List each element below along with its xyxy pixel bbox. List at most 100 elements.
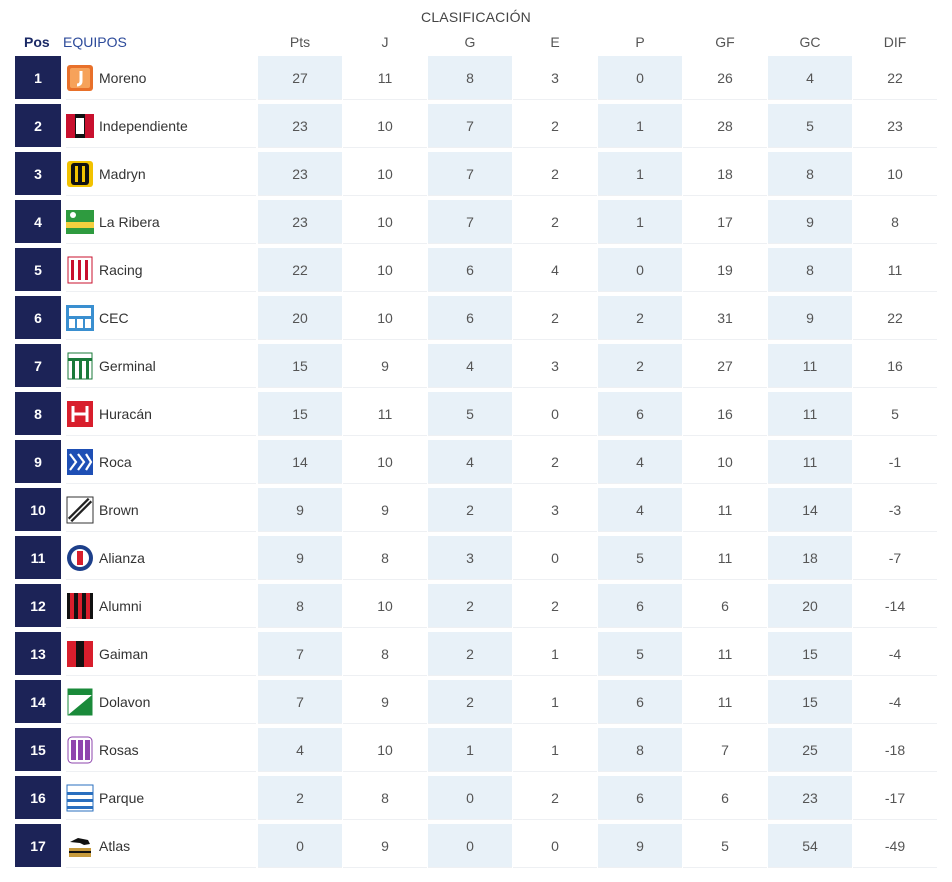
team-cell[interactable]: Huracán: [66, 392, 256, 436]
team-cell[interactable]: Dolavon: [66, 680, 256, 724]
stat-pts: 22: [258, 248, 342, 292]
stat-drawn: 1: [513, 632, 597, 676]
stat-goal-diff: 5: [853, 392, 937, 436]
stat-goals-against: 15: [768, 680, 852, 724]
team-cell[interactable]: Parque: [66, 776, 256, 820]
stat-goals-against: 9: [768, 200, 852, 244]
team-cell[interactable]: Moreno: [66, 56, 256, 100]
team-name[interactable]: Racing: [99, 261, 143, 278]
table-row: 3 Madryn 23 10 7 2 1 18 8 10: [0, 150, 952, 198]
stat-goals-for: 11: [683, 680, 767, 724]
team-name[interactable]: Roca: [99, 453, 132, 470]
stat-goals-for: 11: [683, 488, 767, 532]
team-name[interactable]: Rosas: [99, 741, 139, 758]
team-name[interactable]: Gaiman: [99, 645, 149, 662]
stat-won: 2: [428, 584, 512, 628]
stat-played: 9: [343, 824, 427, 868]
stat-goals-against: 14: [768, 488, 852, 532]
team-name[interactable]: Huracán: [99, 405, 152, 422]
stat-drawn: 2: [513, 104, 597, 148]
position-badge: 11: [15, 536, 61, 579]
stat-goal-diff: 22: [853, 56, 937, 100]
madryn-logo: [66, 160, 94, 188]
team-cell[interactable]: Racing: [66, 248, 256, 292]
stat-goals-against: 4: [768, 56, 852, 100]
stat-goals-for: 6: [683, 584, 767, 628]
team-cell[interactable]: Roca: [66, 440, 256, 484]
stat-lost: 1: [598, 104, 682, 148]
team-cell[interactable]: Brown: [66, 488, 256, 532]
stat-lost: 2: [598, 344, 682, 388]
header-team: EQUIPOS: [63, 34, 127, 50]
stat-won: 1: [428, 728, 512, 772]
stat-drawn: 0: [513, 536, 597, 580]
team-name[interactable]: Alumni: [99, 597, 142, 614]
gaiman-logo: [66, 640, 94, 668]
stat-goals-for: 11: [683, 536, 767, 580]
stat-goal-diff: -3: [853, 488, 937, 532]
team-name[interactable]: Moreno: [99, 69, 147, 86]
germinal-logo: [66, 352, 94, 380]
stat-goal-diff: -18: [853, 728, 937, 772]
team-cell[interactable]: Alumni: [66, 584, 256, 628]
stat-lost: 0: [598, 248, 682, 292]
stat-won: 2: [428, 488, 512, 532]
stat-won: 0: [428, 824, 512, 868]
team-name[interactable]: Parque: [99, 789, 145, 806]
team-cell[interactable]: Gaiman: [66, 632, 256, 676]
team-cell[interactable]: La Ribera: [66, 200, 256, 244]
team-cell[interactable]: Alianza: [66, 536, 256, 580]
stat-won: 7: [428, 200, 512, 244]
stat-pts: 2: [258, 776, 342, 820]
stat-lost: 6: [598, 680, 682, 724]
position-badge: 17: [15, 824, 61, 867]
team-name[interactable]: CEC: [99, 309, 129, 326]
position-badge: 12: [15, 584, 61, 627]
stat-lost: 4: [598, 488, 682, 532]
stat-goals-against: 8: [768, 152, 852, 196]
table-row: 6 CEC 20 10 6 2 2 31 9 22: [0, 294, 952, 342]
stat-played: 10: [343, 248, 427, 292]
team-name[interactable]: Dolavon: [99, 693, 151, 710]
stat-won: 5: [428, 392, 512, 436]
stat-goal-diff: -4: [853, 680, 937, 724]
stat-lost: 6: [598, 392, 682, 436]
stat-goals-against: 18: [768, 536, 852, 580]
stat-drawn: 2: [513, 200, 597, 244]
stat-drawn: 2: [513, 584, 597, 628]
stat-lost: 0: [598, 56, 682, 100]
table-row: 4 La Ribera 23 10 7 2 1 17 9 8: [0, 198, 952, 246]
team-name[interactable]: Atlas: [99, 837, 131, 854]
team-name[interactable]: Madryn: [99, 165, 146, 182]
stat-goals-for: 28: [683, 104, 767, 148]
stat-won: 4: [428, 344, 512, 388]
stat-goal-diff: 22: [853, 296, 937, 340]
table-row: 1 Moreno 27 11 8 3 0 26 4 22: [0, 54, 952, 102]
stat-goals-against: 15: [768, 632, 852, 676]
table-row: 17 Atlas 0 9 0 0 9 5 54 -49: [0, 822, 952, 870]
stat-goal-diff: 16: [853, 344, 937, 388]
team-name[interactable]: Germinal: [99, 357, 156, 374]
team-cell[interactable]: Madryn: [66, 152, 256, 196]
stat-won: 7: [428, 152, 512, 196]
team-name[interactable]: Alianza: [99, 549, 145, 566]
stat-lost: 8: [598, 728, 682, 772]
team-cell[interactable]: Germinal: [66, 344, 256, 388]
stat-pts: 20: [258, 296, 342, 340]
stat-played: 8: [343, 536, 427, 580]
position-badge: 16: [15, 776, 61, 819]
table-row: 15 Rosas 4 10 1 1 8 7 25 -18: [0, 726, 952, 774]
team-cell[interactable]: CEC: [66, 296, 256, 340]
table-row: 7 Germinal 15 9 4 3 2 27 11 16: [0, 342, 952, 390]
team-cell[interactable]: Rosas: [66, 728, 256, 772]
team-name[interactable]: Independiente: [99, 117, 188, 134]
position-badge: 5: [15, 248, 61, 291]
stat-won: 4: [428, 440, 512, 484]
team-name[interactable]: Brown: [99, 501, 139, 518]
team-cell[interactable]: Atlas: [66, 824, 256, 868]
stat-lost: 5: [598, 632, 682, 676]
team-cell[interactable]: Independiente: [66, 104, 256, 148]
team-name[interactable]: La Ribera: [99, 213, 160, 230]
position-badge: 2: [15, 104, 61, 147]
